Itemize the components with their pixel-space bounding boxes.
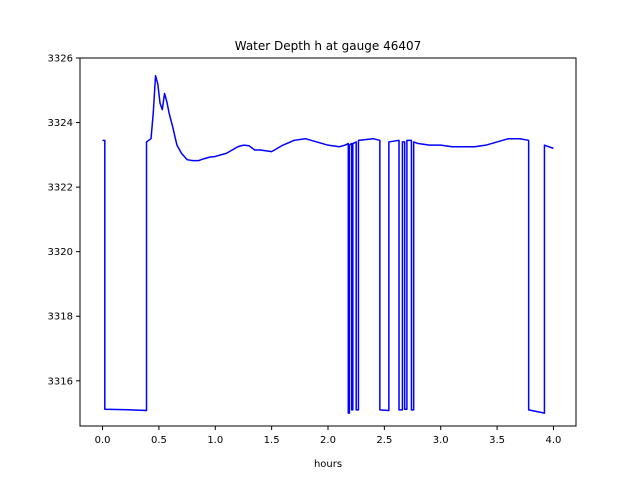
- series-line: [102, 75, 554, 414]
- x-tick-label: 2.0: [320, 435, 336, 446]
- x-tick-label: 1.0: [207, 435, 223, 446]
- y-axis: 3316 3318 3320 3322 3324 3326: [48, 54, 80, 387]
- x-tick-label: 3.0: [433, 435, 449, 446]
- y-tick-label: 3324: [48, 118, 73, 129]
- y-tick-label: 3326: [48, 54, 73, 65]
- x-tick-label: 2.5: [376, 435, 392, 446]
- x-tick-label: 3.5: [489, 435, 505, 446]
- y-tick-label: 3322: [48, 183, 73, 194]
- x-tick-label: 0.0: [95, 435, 111, 446]
- x-tick-label: 0.5: [151, 435, 167, 446]
- chart-title: Water Depth h at gauge 46407: [235, 39, 422, 53]
- y-tick-label: 3316: [48, 376, 73, 387]
- plot-area: [102, 75, 554, 414]
- y-tick-label: 3318: [48, 312, 73, 323]
- x-tick-label: 1.5: [264, 435, 280, 446]
- x-axis: 0.0 0.5 1.0 1.5 2.0 2.5 3.0 3.5 4.0: [95, 426, 562, 446]
- x-tick-label: 4.0: [546, 435, 562, 446]
- x-axis-label: hours: [314, 459, 342, 470]
- y-tick-label: 3320: [48, 247, 73, 258]
